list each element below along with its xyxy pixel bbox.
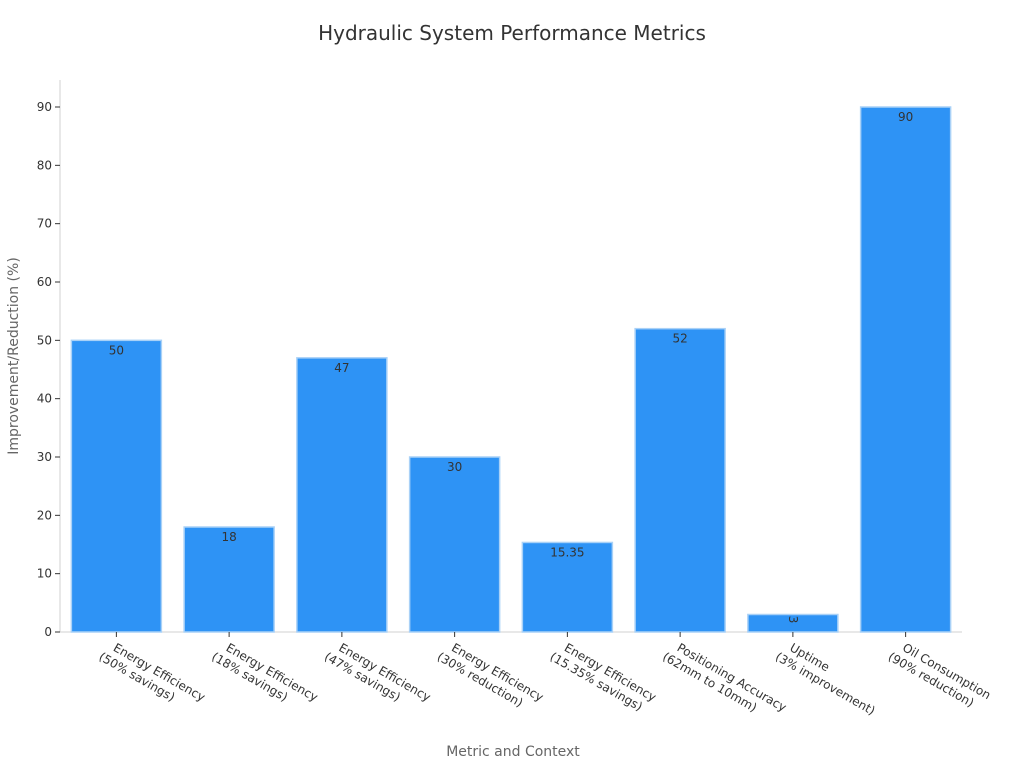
x-tick-label: Energy Efficiency(15.35% savings) [547, 636, 658, 717]
bar-value-label: 18 [221, 530, 236, 544]
bar-value-label: 15.35 [550, 545, 584, 559]
y-tick-label: 40 [37, 392, 52, 406]
bar-value-label: 50 [109, 343, 124, 357]
bar[interactable] [408, 456, 501, 633]
y-axis-label: Improvement/Reduction (%) [6, 257, 22, 455]
bar-group: 90 Oil Consumption(90% reduction) [859, 106, 994, 715]
y-tick-label: 20 [37, 508, 52, 522]
y-tick-label: 60 [37, 275, 52, 289]
bar-value-label: 52 [672, 332, 687, 346]
bar[interactable] [296, 357, 388, 633]
bar-value-label: 30 [447, 460, 462, 474]
bar[interactable] [521, 541, 614, 633]
bar[interactable] [183, 526, 275, 633]
bar-group: 52 Positioning Accuracy(62mm to 10mm) [634, 327, 789, 727]
y-tick-label: 10 [37, 567, 52, 581]
y-tick-label: 80 [37, 158, 52, 172]
y-tick-label: 50 [37, 333, 52, 347]
x-tick-label: Oil Consumption(90% reduction) [886, 636, 994, 715]
y-tick-label: 0 [44, 625, 52, 639]
x-tick-label: Uptime(3% improvement) [773, 636, 885, 717]
chart-title: Hydraulic System Performance Metrics [318, 21, 706, 45]
x-tick-label: Energy Efficiency(47% savings) [322, 636, 433, 717]
y-tick-label: 70 [37, 217, 52, 231]
bar[interactable] [70, 339, 163, 633]
bar[interactable] [634, 327, 726, 633]
bar-value-label: 3 [786, 616, 800, 624]
bar-value-label: 47 [334, 361, 349, 375]
bar[interactable] [859, 106, 952, 633]
x-axis-label: Metric and Context [446, 744, 580, 760]
x-tick-label: Energy Efficiency(50% savings) [96, 636, 207, 717]
bar-value-label: 90 [898, 110, 913, 124]
x-tick-label: Energy Efficiency(30% reduction) [435, 636, 546, 717]
x-tick-label: Positioning Accuracy(62mm to 10mm) [660, 636, 789, 727]
y-tick-label: 30 [37, 450, 52, 464]
x-tick-label: Energy Efficiency(18% savings) [209, 636, 320, 717]
y-tick-label: 90 [37, 100, 52, 114]
